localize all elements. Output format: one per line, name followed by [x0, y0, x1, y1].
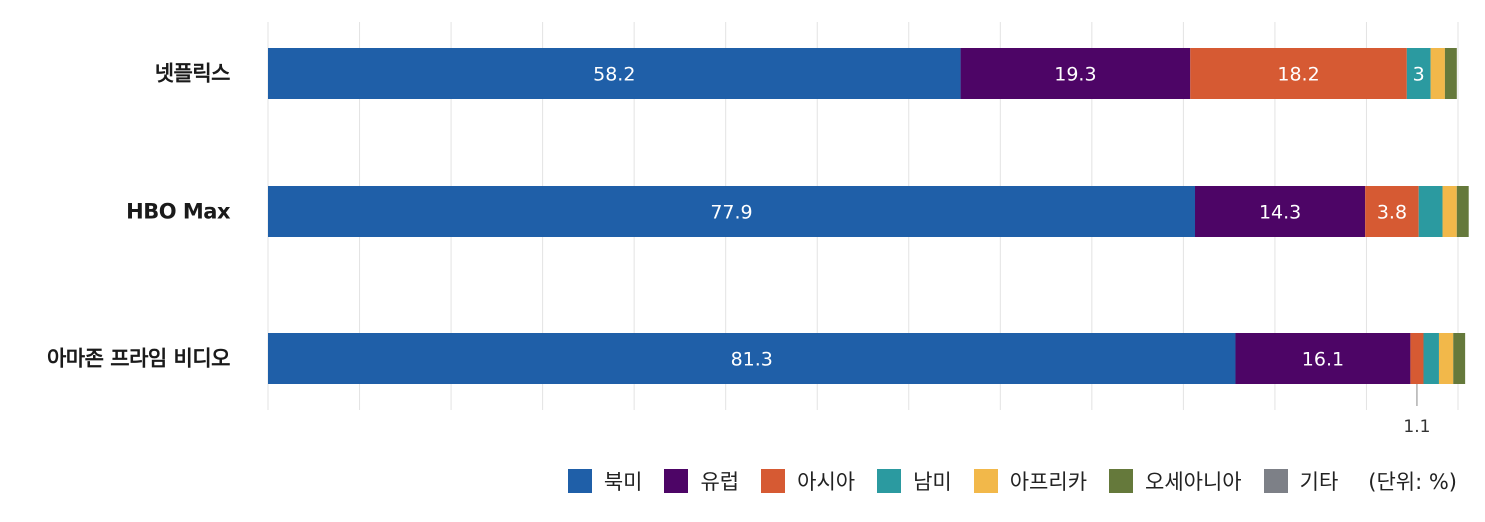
bar-segment	[268, 333, 1236, 384]
bar-segment	[1444, 48, 1457, 99]
legend-label: 북미	[603, 470, 643, 494]
bar-segment	[1235, 333, 1411, 384]
bar-segment	[268, 186, 1196, 237]
data-label: 3	[1413, 64, 1425, 86]
category-label: 아마존 프라임 비디오	[47, 347, 230, 371]
bar-segments	[268, 48, 1469, 384]
bar-segment	[1410, 333, 1424, 384]
category-labels: 넷플릭스 HBO Max 아마존 프라임 비디오	[47, 62, 231, 371]
legend-swatch	[1109, 469, 1134, 493]
bar-segment	[1195, 186, 1366, 237]
legend-label: 기타	[1299, 470, 1339, 494]
data-label: 19.3	[1054, 64, 1096, 86]
legend-label: 유럽	[700, 470, 740, 494]
legend-item: 아시아	[761, 466, 855, 496]
legend-items: 북미 유럽 아시아 남미 아프리카 오세아니아 기타	[567, 466, 1360, 496]
data-label: 16.1	[1302, 349, 1344, 371]
data-label: 81.3	[731, 349, 773, 371]
legend-label: 아프리카	[1009, 470, 1088, 494]
data-labels: 58.2 19.3 18.2 3 77.9 14.3 3.8 81.3 16.1	[593, 64, 1425, 371]
bar-segment	[1430, 48, 1445, 99]
legend: 북미 유럽 아시아 남미 아프리카 오세아니아 기타 (단위: %)	[567, 466, 1457, 496]
legend-swatch	[567, 469, 592, 493]
data-label: 3.8	[1377, 202, 1407, 224]
data-label: 18.2	[1277, 64, 1319, 86]
legend-item: 기타	[1263, 466, 1339, 496]
legend-swatch	[1263, 469, 1288, 493]
legend-swatch	[664, 469, 689, 493]
legend-label: 오세아니아	[1145, 470, 1242, 494]
bar-segment	[1456, 186, 1469, 237]
bar-segment	[960, 48, 1191, 99]
legend-item: 북미	[567, 466, 643, 496]
legend-item: 남미	[877, 466, 952, 496]
legend-item: 오세아니아	[1109, 466, 1242, 496]
data-label: 77.9	[710, 202, 752, 224]
callout-label: 1.1	[1403, 417, 1430, 437]
legend-swatch	[973, 469, 998, 493]
bar-segment	[268, 48, 961, 99]
bar-segment	[1365, 186, 1419, 237]
category-label: HBO Max	[126, 200, 231, 224]
category-label: 넷플릭스	[155, 62, 230, 86]
legend-label: 남미	[913, 470, 952, 494]
bar-segment	[1453, 333, 1466, 384]
legend-item: 유럽	[664, 466, 739, 496]
bar-segment	[1190, 48, 1407, 99]
bar-segment	[1406, 48, 1431, 99]
legend-swatch	[761, 469, 786, 493]
callout: 1.1	[1403, 384, 1430, 437]
unit-note: (단위: %)	[1368, 470, 1457, 494]
bar-segment	[1438, 333, 1454, 384]
bar-segment	[1442, 186, 1457, 237]
legend-item: 아프리카	[973, 466, 1088, 496]
legend-label: 아시아	[797, 470, 856, 494]
legend-swatch	[877, 469, 902, 493]
data-label: 58.2	[593, 64, 635, 86]
data-label: 14.3	[1259, 202, 1301, 224]
bar-segment	[1418, 186, 1443, 237]
bar-segment	[1423, 333, 1439, 384]
